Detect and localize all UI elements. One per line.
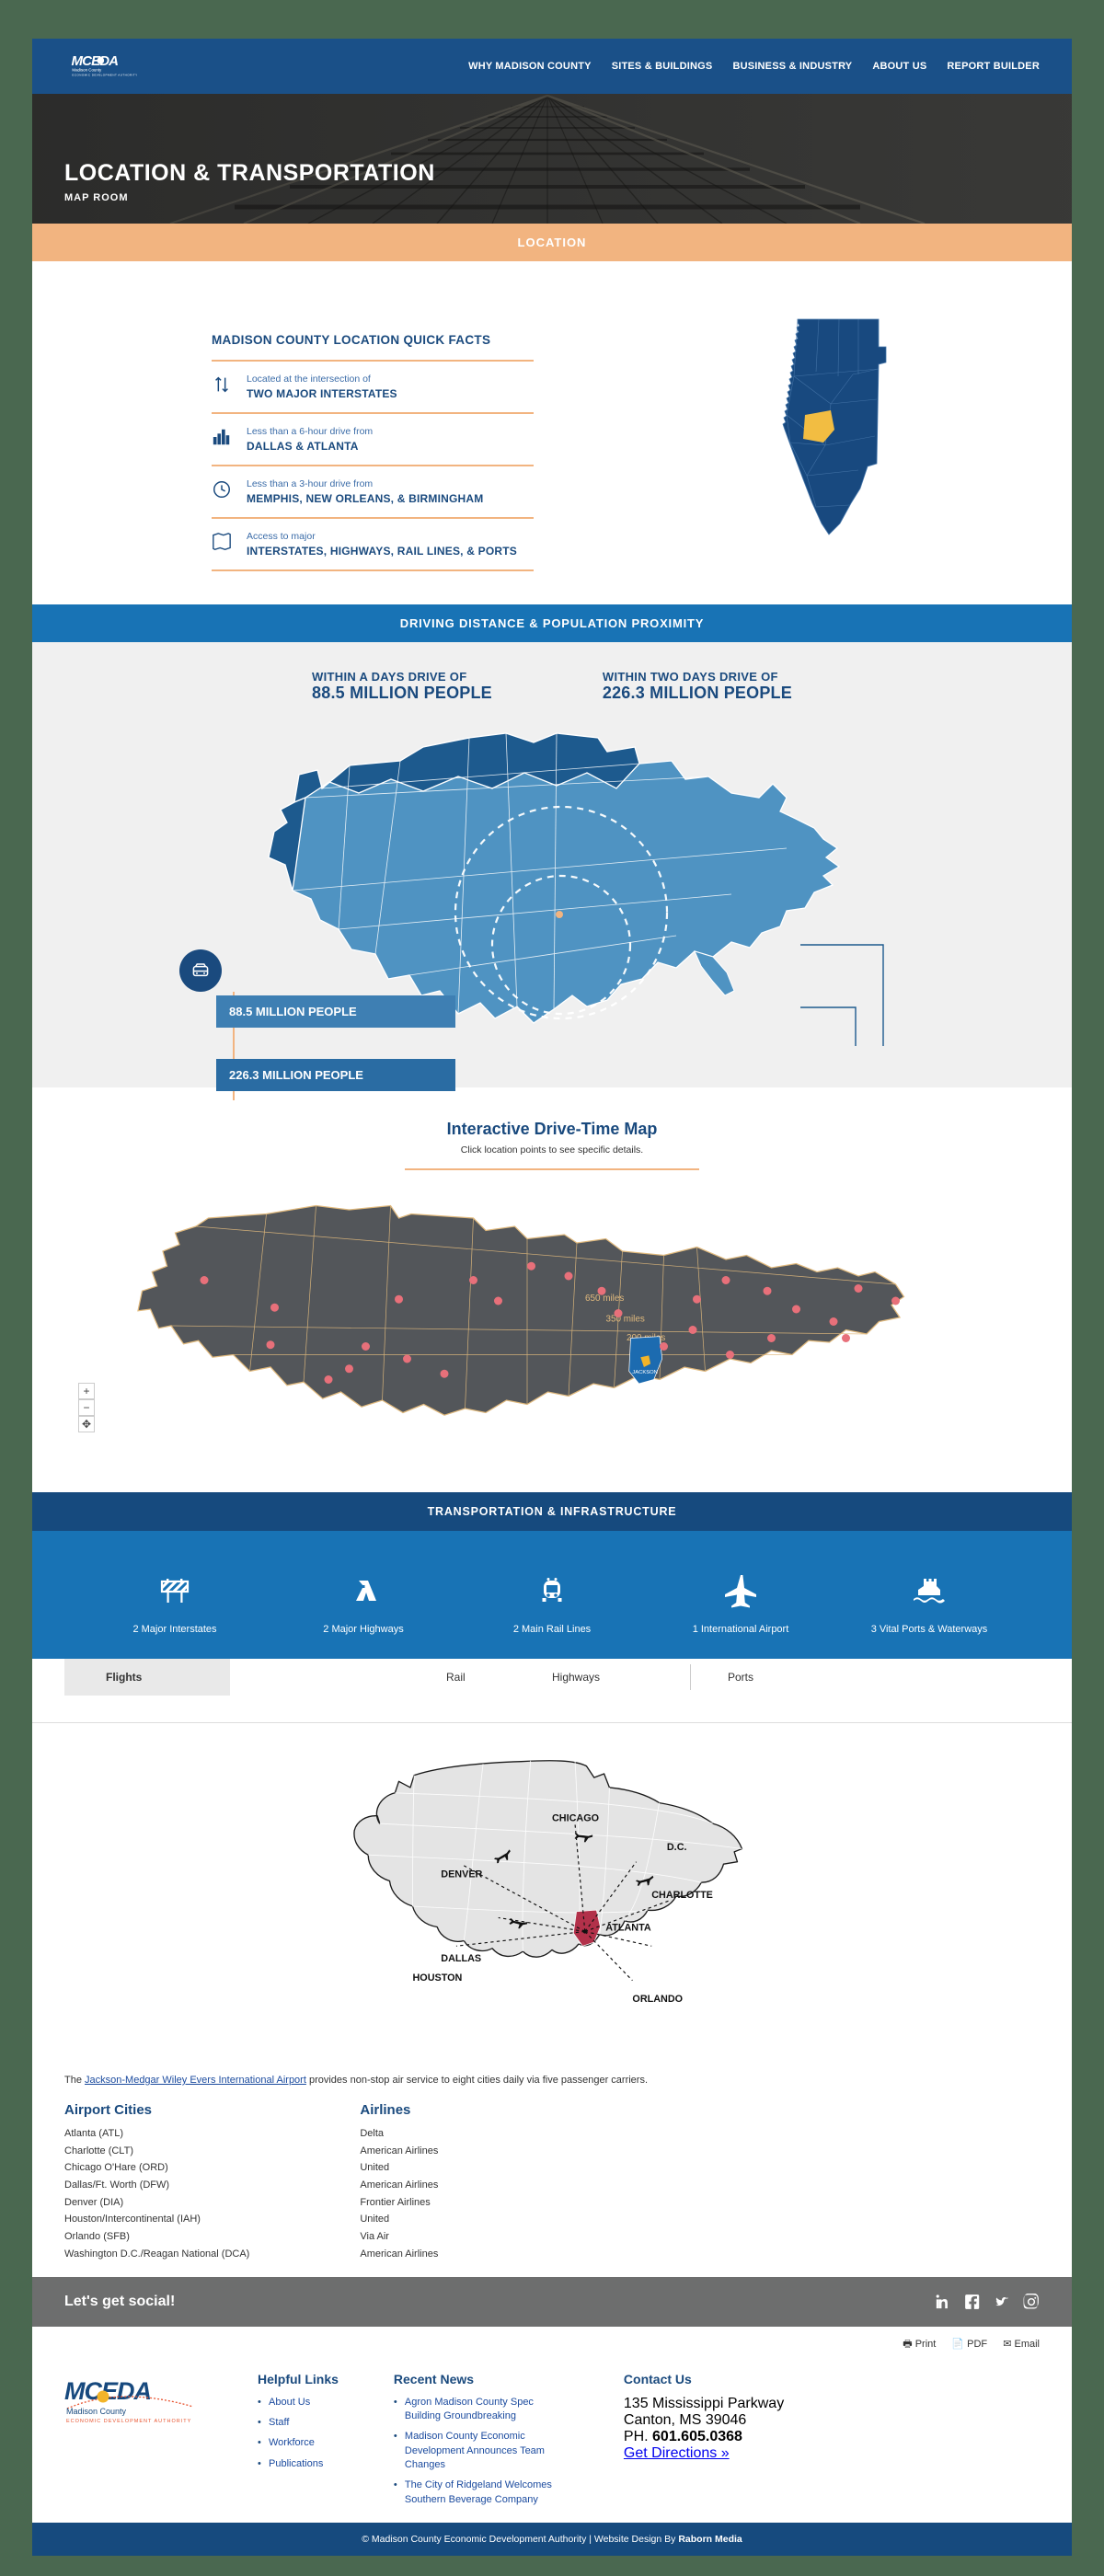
- svg-text:HOUSTON: HOUSTON: [412, 1972, 462, 1984]
- svg-text:D.C.: D.C.: [667, 1842, 687, 1853]
- svg-text:ATLANTA: ATLANTA: [605, 1923, 651, 1934]
- svg-text:CHICAGO: CHICAGO: [552, 1813, 599, 1824]
- svg-text:MCEDA: MCEDA: [64, 2377, 151, 2405]
- svg-text:DALLAS: DALLAS: [441, 1953, 481, 1964]
- svg-text:ECONOMIC DEVELOPMENT AUTHORITY: ECONOMIC DEVELOPMENT AUTHORITY: [66, 2419, 191, 2424]
- svg-text:JACKSON: JACKSON: [632, 1370, 658, 1375]
- svg-text:CHARLOTTE: CHARLOTTE: [651, 1890, 713, 1901]
- svg-text:Madison County: Madison County: [72, 67, 102, 72]
- svg-text:Madison County: Madison County: [66, 2407, 127, 2416]
- svg-text:650 miles: 650 miles: [585, 1294, 624, 1304]
- svg-text:ECONOMIC DEVELOPMENT AUTHORITY: ECONOMIC DEVELOPMENT AUTHORITY: [72, 74, 137, 77]
- svg-text:DENVER: DENVER: [441, 1869, 482, 1880]
- svg-text:350 miles: 350 miles: [606, 1315, 645, 1325]
- svg-text:ORLANDO: ORLANDO: [632, 1994, 683, 2005]
